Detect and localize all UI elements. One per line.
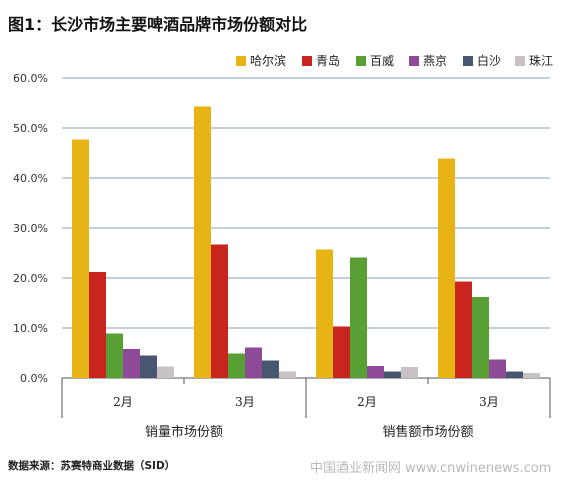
y-axis: 0.0% 10.0% 20.0% 30.0% 40.0% 50.0% 60.0% [13,72,48,385]
bar [316,249,333,378]
chart-title: 图1：长沙市场主要啤酒品牌市场份额对比 [8,15,307,34]
legend-swatch [463,56,473,66]
x-tick-label: 2月 [113,395,133,409]
bar [89,272,106,378]
bar [350,257,367,378]
bar [455,281,472,378]
bar [438,158,455,378]
y-tick-label: 10.0% [13,322,48,335]
bar [262,360,279,378]
bar [279,371,296,378]
legend-label: 百威 [370,54,394,68]
y-tick-label: 60.0% [13,72,48,85]
legend-swatch [236,56,246,66]
bar [140,355,157,378]
legend-label: 青岛 [316,53,340,68]
y-tick-label: 20.0% [13,272,48,285]
legend-label: 燕京 [423,54,447,68]
x-tick-label: 3月 [479,395,499,409]
legend-swatch [302,56,312,66]
bar [245,347,262,378]
legend-label: 哈尔滨 [250,53,286,68]
legend-label: 珠江 [529,54,553,68]
group-label: 销售额市场份额 [382,424,473,440]
legend-swatch [515,56,525,66]
bars [72,106,540,378]
y-tick-label: 0.0% [20,372,48,385]
x-tick-label: 2月 [357,395,377,409]
y-tick-label: 40.0% [13,172,48,185]
y-tick-label: 30.0% [13,222,48,235]
bar [401,367,418,378]
y-tick-label: 50.0% [13,122,48,135]
legend-swatch [409,56,419,66]
bar [333,326,350,378]
bar [523,373,540,378]
watermark: 中国酒业新闻网 www.cnwinenews.com [310,460,551,476]
bar [211,244,228,378]
bar [228,353,245,378]
bar [367,366,384,378]
bar [472,297,489,378]
bar [72,139,89,378]
bar [506,371,523,378]
bar [194,106,211,378]
legend: 哈尔滨 青岛 百威 燕京 白沙 珠江 [236,53,553,68]
legend-label: 白沙 [477,53,501,68]
group-label: 销量市场份额 [145,424,223,440]
bar [384,371,401,378]
legend-swatch [356,56,366,66]
bar [106,333,123,378]
bar [489,359,506,378]
source-note: 数据来源：苏赛特商业数据（SID） [7,459,175,472]
bar [157,366,174,378]
x-tick-label: 3月 [235,395,255,409]
bar [123,349,140,378]
